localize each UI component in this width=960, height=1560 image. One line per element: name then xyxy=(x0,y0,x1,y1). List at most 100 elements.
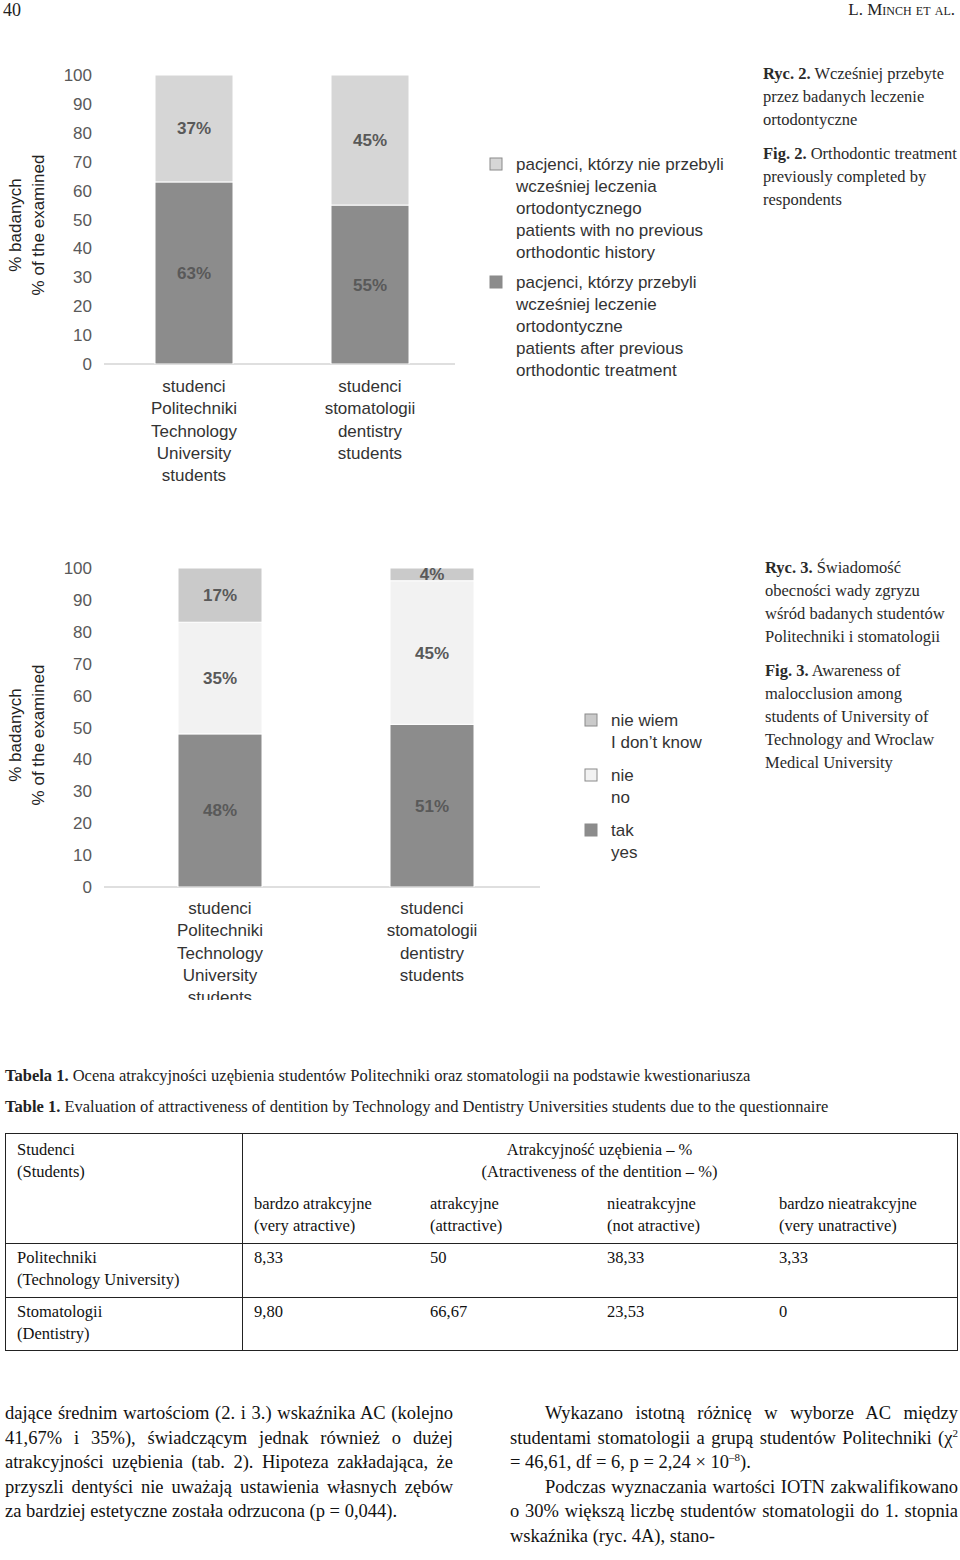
y-tick xyxy=(96,727,100,728)
y-tick xyxy=(96,791,100,792)
legend-swatch xyxy=(490,276,502,288)
table-column-header-line: (attractive) xyxy=(430,1215,502,1237)
table-title: Table 1. Evaluation of attractiveness of… xyxy=(5,1097,828,1117)
legend-label: no xyxy=(611,788,630,807)
table-cell: 8,33 xyxy=(254,1247,283,1269)
table-group-header: Atrakcyjność uzębienia – %(Atractiveness… xyxy=(242,1139,957,1183)
table-column-header-line: bardzo atrakcyjne xyxy=(254,1193,372,1215)
y-tick-label: 100 xyxy=(64,66,92,85)
paragraph: Podczas wyznaczania wartości IOTN zakwal… xyxy=(510,1475,958,1549)
legend-label: ortodontycznego xyxy=(516,199,642,218)
legend-label: orthodontic treatment xyxy=(516,361,677,380)
legend: nie wiem I don’t know nie no tak yes xyxy=(585,711,702,862)
y-tick xyxy=(96,855,100,856)
y-tick xyxy=(96,190,100,191)
category-label: studenci xyxy=(162,377,225,396)
y-tick xyxy=(96,161,100,162)
category-label: Technology xyxy=(177,944,264,963)
table-column-header-line: (very unatractive) xyxy=(779,1215,917,1237)
legend-label: tak xyxy=(611,821,634,840)
legend-label: yes xyxy=(611,843,637,862)
y-tick-label: 50 xyxy=(73,719,92,738)
legend-label: nie xyxy=(611,766,634,785)
category-label: students xyxy=(162,466,226,485)
y-tick-label: 60 xyxy=(73,687,92,706)
superscript: –8 xyxy=(729,1451,740,1463)
y-tick xyxy=(96,219,100,220)
data-labels: 63%37%55%45% xyxy=(177,119,387,294)
y-tick xyxy=(96,823,100,824)
y-axis-label: % badanych xyxy=(6,178,25,272)
y-tick xyxy=(96,103,100,104)
bar-segment xyxy=(331,75,409,205)
bar-segment xyxy=(390,724,474,887)
table-rule xyxy=(957,1133,958,1351)
table-rule xyxy=(5,1297,957,1298)
caption-en: Fig. 3. Awareness of malocclusion among … xyxy=(765,659,957,774)
category-label: students xyxy=(400,966,464,985)
chart: % badanych% of the examined0102030405060… xyxy=(6,559,702,1000)
legend-label: wcześniej leczenie xyxy=(515,295,657,314)
y-tick xyxy=(96,759,100,760)
data-labels: 48%35%17%51%45%4% xyxy=(203,565,449,820)
y-tick xyxy=(96,663,100,664)
table-column-header: nieatrakcyjne(not atractive) xyxy=(607,1193,700,1237)
y-tick-label: 70 xyxy=(73,153,92,172)
data-label: 4% xyxy=(420,565,445,584)
legend-label: orthodontic history xyxy=(516,243,655,262)
y-tick-label: 90 xyxy=(73,95,92,114)
caption-pl: Ryc. 2. Wcześniej przebyte przez badanyc… xyxy=(763,62,959,131)
y-tick xyxy=(96,631,100,632)
table-corner-line: Studenci xyxy=(17,1139,85,1161)
y-tick-label: 100 xyxy=(64,559,92,578)
y-tick xyxy=(96,277,100,278)
y-tick xyxy=(96,335,100,336)
bars xyxy=(178,568,474,887)
table-cell: 66,67 xyxy=(430,1301,467,1323)
table-row-label-line: Politechniki xyxy=(17,1247,179,1269)
y-tick xyxy=(96,306,100,307)
y-tick xyxy=(96,364,100,365)
table-cell: 3,33 xyxy=(779,1247,808,1269)
y-tick xyxy=(96,132,100,133)
caption-label: Ryc. 2. xyxy=(763,64,811,83)
text-run: ). xyxy=(740,1452,751,1472)
y-tick-label: 0 xyxy=(83,355,92,374)
legend-swatch xyxy=(585,824,597,836)
y-tick xyxy=(96,599,100,600)
y-tick-label: 30 xyxy=(73,782,92,801)
legend-label: wcześniej leczenia xyxy=(515,177,657,196)
table-column-header-line: (very atractive) xyxy=(254,1215,372,1237)
y-tick-label: 10 xyxy=(73,326,92,345)
y-tick xyxy=(96,75,100,76)
data-label: 17% xyxy=(203,586,237,605)
y-tick xyxy=(96,695,100,696)
chart: % badanych% of the examined0102030405060… xyxy=(6,66,724,485)
legend-label: I don’t know xyxy=(611,733,702,752)
table-rule xyxy=(5,1350,957,1351)
y-axis-line xyxy=(104,568,105,887)
y-tick xyxy=(96,887,100,888)
legend-label: nie wiem xyxy=(611,711,678,730)
category-label: students xyxy=(188,988,252,1000)
text-run: = 46,61, df = 6, p = 2,24 × 10 xyxy=(510,1452,729,1472)
table-label: Tabela 1. xyxy=(5,1066,69,1085)
table-row-label: Politechniki(Technology University) xyxy=(17,1247,179,1291)
table-rule xyxy=(5,1133,957,1134)
category-label: Politechniki xyxy=(151,399,237,418)
bar-segment xyxy=(155,75,233,182)
category-label: University xyxy=(183,966,258,985)
category-label: University xyxy=(157,444,232,463)
bar-segment xyxy=(178,568,262,622)
y-tick-label: 30 xyxy=(73,268,92,287)
page-number: 40 xyxy=(3,0,21,21)
legend-swatch xyxy=(585,769,597,781)
table-column-header-line: (not atractive) xyxy=(607,1215,700,1237)
table-column-header-line: atrakcyjne xyxy=(430,1193,502,1215)
table-title-text: Evaluation of attractiveness of dentitio… xyxy=(64,1097,828,1116)
table-cell: 23,53 xyxy=(607,1301,644,1323)
legend-label: ortodontyczne xyxy=(516,317,623,336)
category-label: stomatologii xyxy=(325,399,416,418)
legend-swatch xyxy=(490,158,502,170)
paragraph: Wykazano istotną różnicę w wyborze AC mi… xyxy=(510,1401,958,1475)
